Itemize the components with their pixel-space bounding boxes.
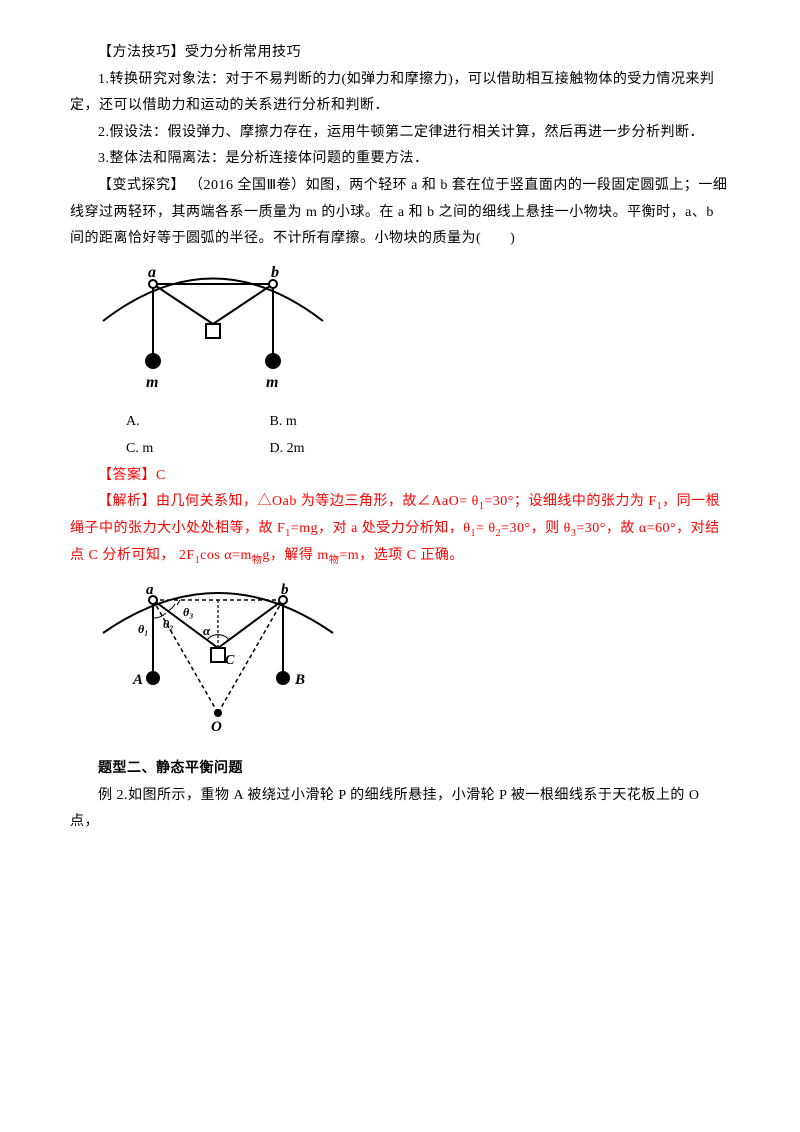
label-b-2: b — [281, 582, 289, 598]
ring-a — [149, 280, 157, 288]
label-alpha: α — [203, 623, 211, 638]
label-a-2: a — [146, 582, 154, 598]
explain-2: =30°；设细线中的张力为 F — [484, 494, 656, 509]
options-row-2: C. m D. 2m — [70, 436, 730, 463]
label-O: O — [211, 719, 222, 735]
explain-5: = θ — [476, 521, 496, 536]
label-m-right: m — [266, 374, 278, 391]
option-b: B. m — [242, 409, 382, 436]
label-A: A — [132, 672, 143, 688]
block-C — [211, 648, 225, 662]
line-bc — [218, 600, 283, 648]
method-2: 2.假设法：假设弹力、摩擦力存在，运用牛顿第二定律进行相关计算，然后再进一步分析… — [70, 120, 730, 147]
label-B: B — [294, 672, 305, 688]
options-row-1: A. B. m — [70, 409, 730, 436]
mass-left — [145, 353, 161, 369]
methods-heading: 【方法技巧】受力分析常用技巧 — [70, 40, 730, 67]
center-block — [206, 324, 220, 338]
method-1: 1.转换研究对象法：对于不易判断的力(如弹力和摩擦力)，可以借助相互接触物体的受… — [70, 67, 730, 120]
label-C: C — [225, 653, 235, 668]
option-a: A. — [98, 409, 238, 436]
point-O — [214, 709, 222, 717]
mass-right — [265, 353, 281, 369]
explain-label: 【解析】 — [98, 494, 156, 509]
mass-B — [276, 671, 290, 685]
line-b-center — [213, 284, 273, 324]
figure-2-svg: a b A B C O θ₁ θ₂ θ₃ α — [98, 578, 338, 738]
explain-1: 由几何关系知，△Oab 为等边三角形，故∠AaO= θ — [156, 494, 479, 509]
example-2: 例 2.如图所示，重物 A 被绕过小滑轮 P 的细线所悬挂，小滑轮 P 被一根细… — [70, 783, 730, 836]
label-a: a — [148, 264, 156, 281]
label-m-left: m — [146, 374, 158, 391]
option-c: C. m — [98, 436, 238, 463]
method-3: 3.整体法和隔离法：是分析连接体问题的重要方法． — [70, 146, 730, 173]
figure-2: a b A B C O θ₁ θ₂ θ₃ α — [98, 578, 730, 749]
answer-label: 【答案】C — [70, 463, 730, 490]
label-theta1: θ₁ — [138, 622, 148, 636]
figure-1-svg: a b m m — [98, 261, 328, 391]
section-2-heading: 题型二、静态平衡问题 — [70, 756, 730, 783]
mass-A — [146, 671, 160, 685]
variant-label: 【变式探究】 — [98, 178, 185, 193]
explain-6: =30°，则 θ — [501, 521, 571, 536]
option-d: D. 2m — [242, 436, 382, 463]
explain-8: cos α=m — [200, 548, 252, 563]
label-b: b — [271, 264, 279, 281]
label-theta2: θ₂ — [163, 617, 173, 631]
figure-1: a b m m — [98, 261, 730, 402]
ring-b — [269, 280, 277, 288]
variant-heading: 【变式探究】 （2016 全国Ⅲ卷）如图，两个轻环 a 和 b 套在位于竖直面内… — [70, 173, 730, 253]
explain-10: =m，选项 C 正确。 — [339, 548, 464, 563]
page-container: 【方法技巧】受力分析常用技巧 1.转换研究对象法：对于不易判断的力(如弹力和摩擦… — [0, 0, 800, 1132]
label-theta3: θ₃ — [183, 605, 193, 619]
explanation: 【解析】由几何关系知，△Oab 为等边三角形，故∠AaO= θ1=30°；设细线… — [70, 489, 730, 569]
explain-4: =mg，对 a 处受力分析知，θ — [291, 521, 471, 536]
angle-theta2 — [168, 604, 175, 611]
explain-9: g，解得 m — [262, 548, 328, 563]
line-a-center — [153, 284, 213, 324]
